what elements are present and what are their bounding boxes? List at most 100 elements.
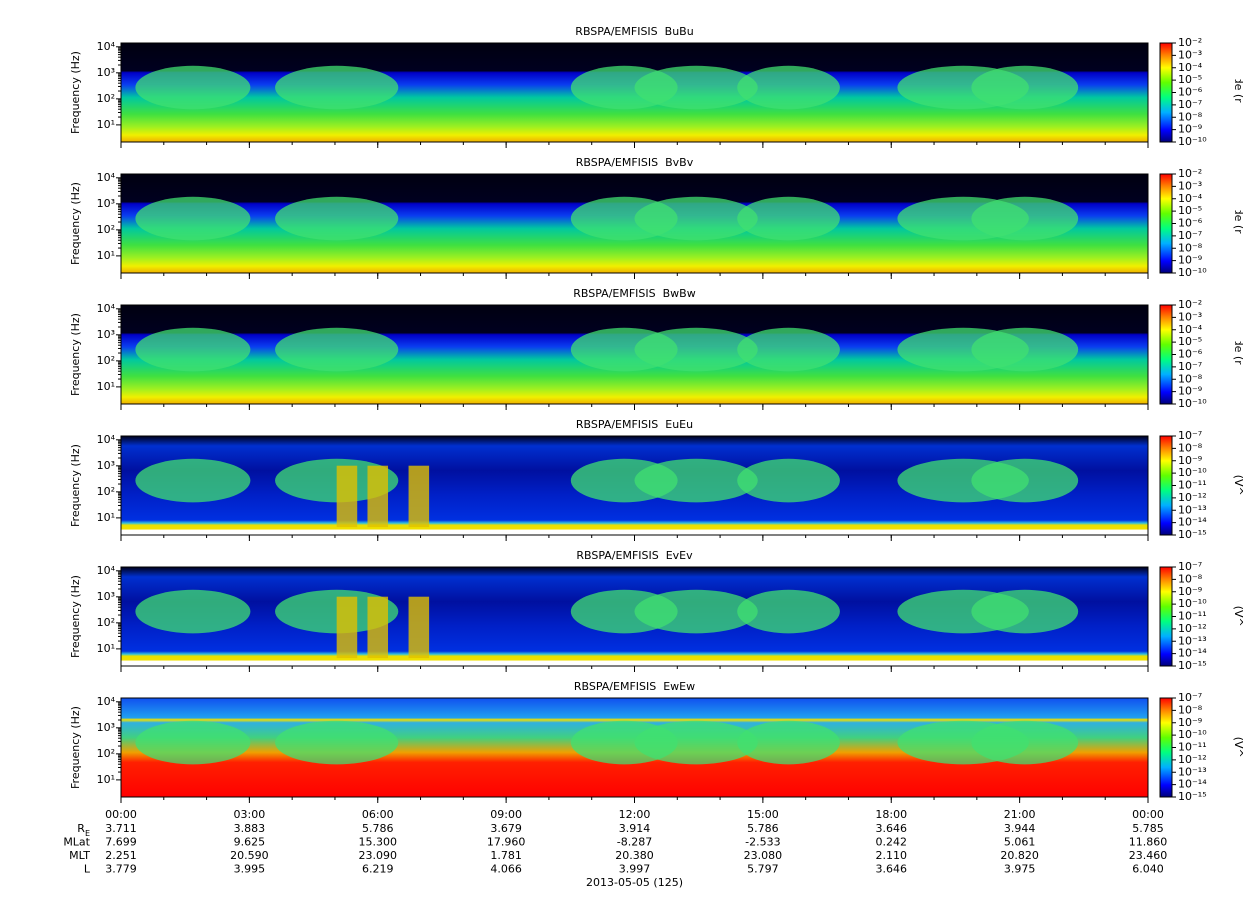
colorbar-tick-label: 10⁻⁹ — [1178, 123, 1202, 136]
ephemeris-value: 23.080 — [744, 849, 783, 862]
y-tick-label: 10² — [97, 616, 115, 629]
colorbar-tick-label: 10⁻³ — [1178, 179, 1202, 192]
y-tick-label: 10¹ — [97, 249, 115, 262]
colorbar-tick-label: 10⁻⁷ — [1178, 229, 1202, 242]
emission-patch — [275, 720, 399, 765]
ephemeris-label: MLat — [63, 836, 90, 849]
ephemeris-value: 0.242 — [876, 836, 908, 849]
colorbar-tick-label: 10⁻³ — [1178, 310, 1202, 323]
colorbar-tick-label: 10⁻⁷ — [1178, 691, 1202, 704]
y-axis-label: Frequency (Hz) — [69, 444, 82, 527]
colorbar-tick-label: 10⁻¹⁰ — [1178, 135, 1207, 148]
panel-title: RBSPA/EMFISIS EuEu — [576, 418, 693, 431]
emission-patch — [275, 196, 399, 241]
colorbar-tick-label: 10⁻⁹ — [1178, 454, 1202, 467]
colorbar-tick-label: 10⁻⁸ — [1178, 241, 1203, 254]
ephemeris-value: 2.110 — [876, 849, 908, 862]
panel-title: RBSPA/EMFISIS BwBw — [573, 287, 695, 300]
ephemeris-value: 3.995 — [234, 863, 266, 876]
ephemeris-value: -8.287 — [617, 836, 652, 849]
ephemeris-label: L — [84, 863, 91, 876]
colorbar-label: amplitude (nT^2/Hz) — [1232, 297, 1245, 412]
y-axis-label: Frequency (Hz) — [69, 575, 82, 658]
colorbar-tick-label: 10⁻¹⁴ — [1178, 778, 1207, 791]
colorbar — [1159, 304, 1173, 405]
ephemeris-value: 6.040 — [1132, 863, 1164, 876]
emission-patch — [971, 589, 1079, 634]
x-tick-label: 18:00 — [875, 808, 907, 821]
colorbar-tick-label: 10⁻⁵ — [1178, 73, 1202, 86]
ephemeris-value: 3.679 — [490, 822, 522, 835]
colorbar-tick-label: 10⁻¹³ — [1178, 765, 1207, 778]
y-axis-label: Frequency (Hz) — [69, 182, 82, 265]
ephemeris-value: 20.820 — [1000, 849, 1039, 862]
colorbar-tick-label: 10⁻¹² — [1178, 753, 1207, 766]
colorbar-tick-label: 10⁻¹³ — [1178, 503, 1207, 516]
colorbar-tick-label: 10⁻⁴ — [1178, 61, 1203, 74]
colorbar — [1159, 173, 1173, 274]
colorbar-tick-label: 10⁻⁴ — [1178, 323, 1203, 336]
colorbar-tick-label: 10⁻⁸ — [1178, 703, 1203, 716]
x-tick-label: 00:00 — [105, 808, 137, 821]
emission-patch — [971, 458, 1079, 503]
ephemeris-value: 5.061 — [1004, 836, 1036, 849]
emission-patch — [737, 327, 840, 372]
colorbar-tick-label: 10⁻⁶ — [1178, 217, 1203, 230]
ephemeris-value: 5.797 — [747, 863, 779, 876]
y-tick-label: 10² — [97, 747, 115, 760]
x-axis-label: 2013-05-05 (125) — [586, 876, 683, 889]
ephemeris-value: 3.779 — [105, 863, 137, 876]
emission-patch — [135, 327, 251, 372]
colorbar-label: amplitude (V^2/m^2/Hz) — [1232, 416, 1245, 556]
colorbar-tick-label: 10⁻³ — [1178, 48, 1202, 61]
emission-patch — [275, 65, 399, 110]
colorbar-tick-label: 10⁻¹¹ — [1178, 610, 1207, 623]
y-tick-label: 10² — [97, 92, 115, 105]
emission-burst — [408, 465, 430, 528]
emission-patch — [971, 196, 1079, 241]
y-tick-label: 10⁴ — [97, 171, 116, 184]
colorbar-label: amplitude (V^2/m^2/Hz) — [1232, 678, 1245, 818]
ephemeris-value: 17.960 — [487, 836, 526, 849]
emission-patch — [737, 720, 840, 765]
x-tick-label: 06:00 — [362, 808, 394, 821]
colorbar-tick-label: 10⁻¹⁴ — [1178, 516, 1207, 529]
emission-patch — [135, 458, 251, 503]
ephemeris-value: 15.300 — [359, 836, 398, 849]
ephemeris-value: 3.997 — [619, 863, 651, 876]
colorbar-tick-label: 10⁻⁸ — [1178, 372, 1203, 385]
colorbar-tick-label: 10⁻¹² — [1178, 491, 1207, 504]
colorbar-tick-label: 10⁻⁷ — [1178, 98, 1202, 111]
colorbar — [1159, 697, 1173, 798]
ephemeris-value: 23.460 — [1129, 849, 1168, 862]
ephemeris-label-sub: E — [85, 829, 90, 838]
y-axis-label: Frequency (Hz) — [69, 51, 82, 134]
ephemeris-value: 1.781 — [490, 849, 522, 862]
y-axis-label: Frequency (Hz) — [69, 706, 82, 789]
ephemeris-value: 3.914 — [619, 822, 651, 835]
emission-patch — [737, 458, 840, 503]
ephemeris-label: MLT — [69, 849, 90, 862]
y-axis-label: Frequency (Hz) — [69, 313, 82, 396]
colorbar-tick-label: 10⁻² — [1178, 298, 1202, 311]
ephemeris-value: -2.533 — [745, 836, 780, 849]
panel-title: RBSPA/EMFISIS BuBu — [575, 25, 693, 38]
colorbar-tick-label: 10⁻¹⁰ — [1178, 397, 1207, 410]
colorbar — [1159, 42, 1173, 143]
ephemeris-label-text: R — [77, 822, 85, 835]
colorbar-tick-label: 10⁻¹⁵ — [1178, 528, 1207, 541]
y-tick-label: 10³ — [97, 328, 115, 341]
ephemeris-value: 2.251 — [105, 849, 137, 862]
emission-patch — [135, 589, 251, 634]
emission-patch — [275, 327, 399, 372]
emission-patch — [634, 327, 758, 372]
colorbar-tick-label: 10⁻⁵ — [1178, 204, 1202, 217]
emission-patch — [737, 589, 840, 634]
ephemeris-label-text: L — [84, 863, 91, 876]
colorbar — [1159, 435, 1173, 536]
ephemeris-value: 3.975 — [1004, 863, 1036, 876]
y-tick-label: 10² — [97, 223, 115, 236]
y-tick-label: 10⁴ — [97, 302, 116, 315]
y-tick-label: 10⁴ — [97, 433, 116, 446]
